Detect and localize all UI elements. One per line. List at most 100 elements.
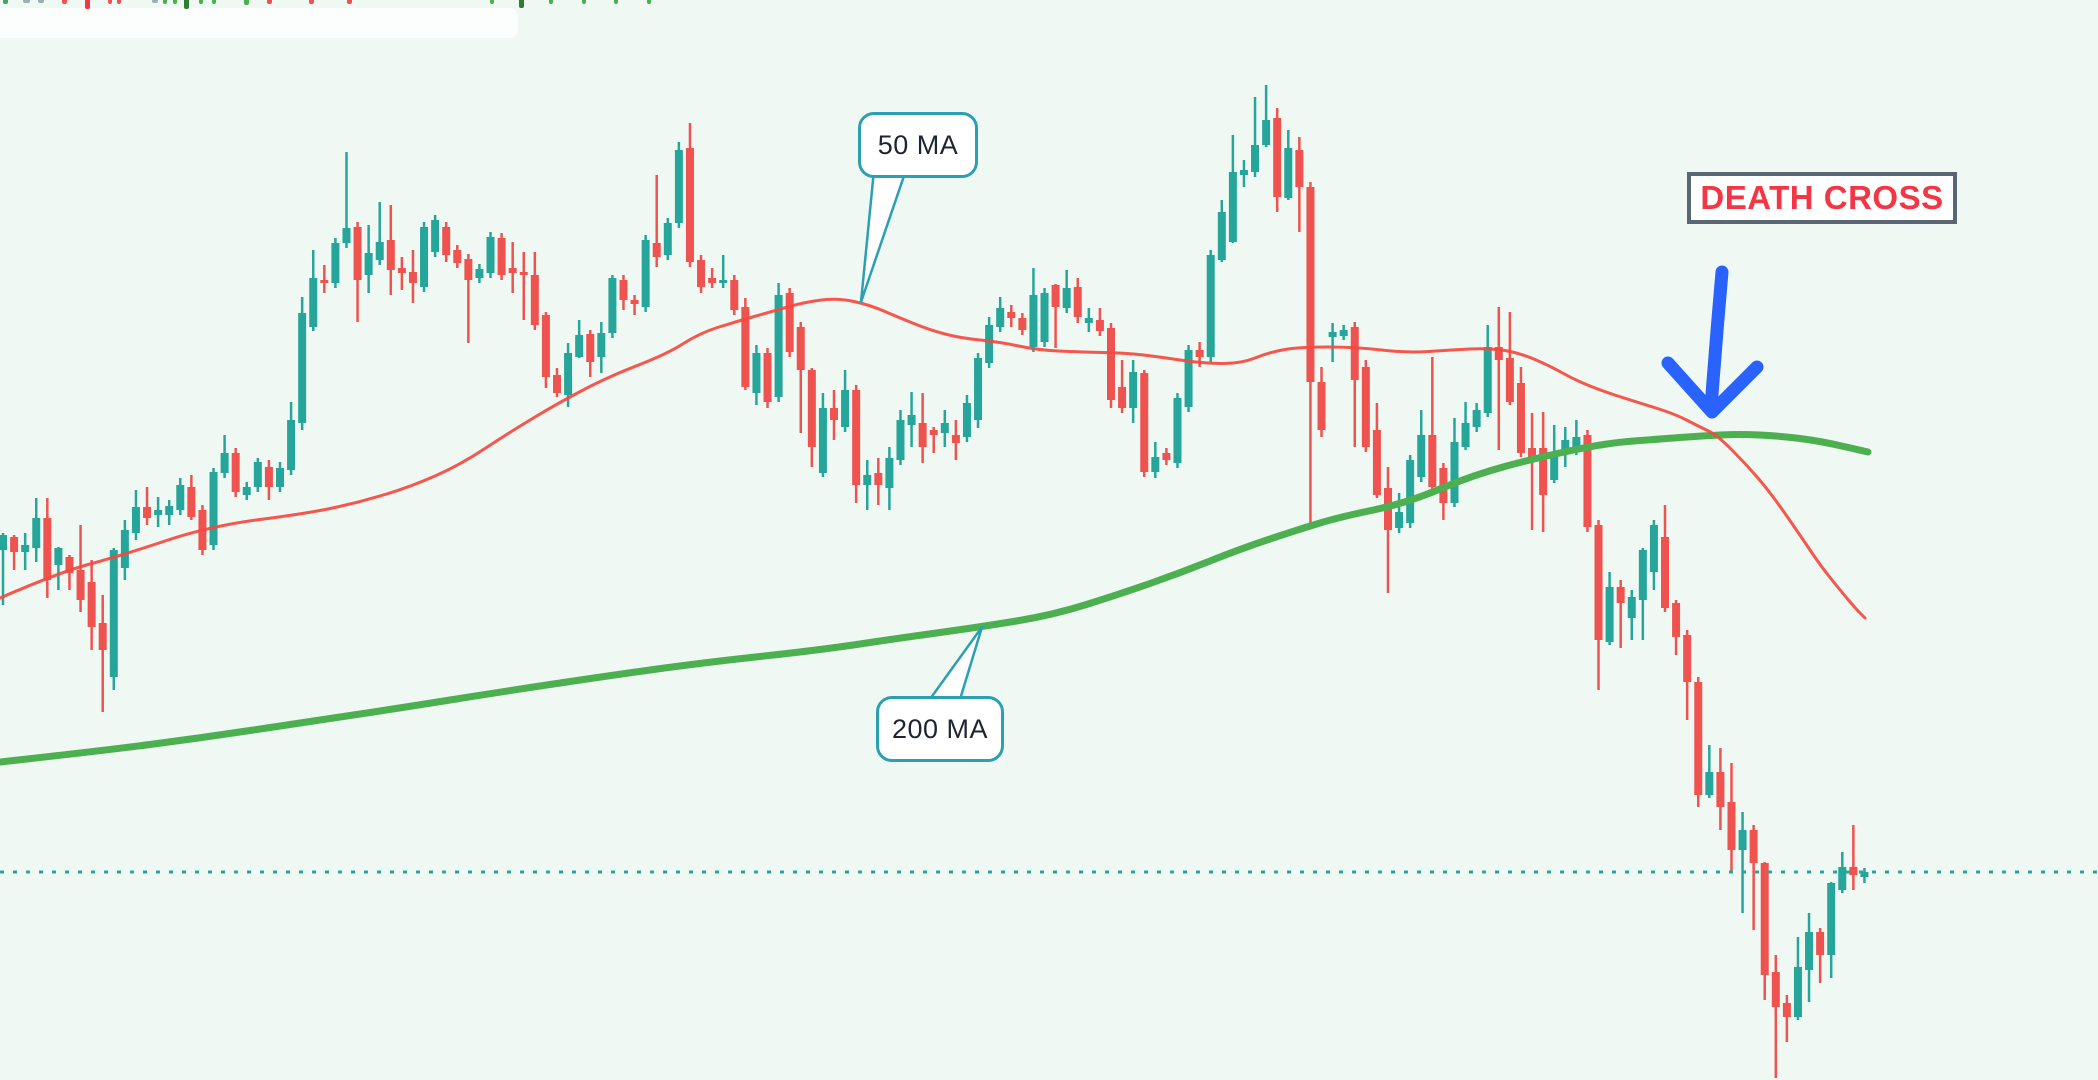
candle[interactable] <box>143 487 152 525</box>
candle[interactable] <box>1461 402 1470 450</box>
candle[interactable] <box>1184 345 1193 412</box>
candle[interactable] <box>1450 418 1459 507</box>
candle[interactable] <box>940 410 949 447</box>
candle[interactable] <box>43 498 52 598</box>
candle[interactable] <box>796 322 805 433</box>
candle[interactable] <box>1062 270 1071 313</box>
candle[interactable] <box>1749 825 1758 930</box>
candle[interactable] <box>974 353 983 428</box>
candle[interactable] <box>320 265 329 293</box>
candle[interactable] <box>1151 442 1160 478</box>
candle[interactable] <box>619 275 628 310</box>
death-cross-arrow-shaft[interactable] <box>1704 265 1729 415</box>
candle[interactable] <box>220 435 229 478</box>
candle[interactable] <box>763 348 772 408</box>
candle[interactable] <box>1605 572 1614 645</box>
candle[interactable] <box>1007 305 1016 327</box>
candle[interactable] <box>962 395 971 442</box>
candle[interactable] <box>342 152 351 248</box>
candle[interactable] <box>1295 137 1304 232</box>
candle[interactable] <box>697 255 706 293</box>
candle[interactable] <box>453 245 462 268</box>
candle[interactable] <box>530 252 539 330</box>
ma50-line[interactable] <box>0 297 1867 620</box>
candle[interactable] <box>253 458 262 492</box>
candle[interactable] <box>508 242 517 293</box>
candle[interactable] <box>1328 323 1337 362</box>
candle[interactable] <box>553 368 561 397</box>
candle[interactable] <box>1849 825 1858 890</box>
candle[interactable] <box>264 460 273 500</box>
candle[interactable] <box>21 533 30 570</box>
candle[interactable] <box>1084 308 1093 332</box>
candle[interactable] <box>1306 182 1315 523</box>
candle[interactable] <box>1561 427 1570 467</box>
candle[interactable] <box>276 462 284 492</box>
candle[interactable] <box>98 595 107 712</box>
candle[interactable] <box>1251 97 1260 177</box>
candle[interactable] <box>918 393 927 463</box>
ma200-line[interactable] <box>0 431 1872 766</box>
candle[interactable] <box>364 225 373 293</box>
candle[interactable] <box>1771 955 1780 1078</box>
candle[interactable] <box>1262 85 1271 147</box>
candle[interactable] <box>685 123 694 267</box>
candle[interactable] <box>1107 323 1115 408</box>
candle[interactable] <box>353 222 362 322</box>
candle[interactable] <box>32 498 41 562</box>
candle[interactable] <box>1528 413 1537 530</box>
candle[interactable] <box>1716 748 1725 830</box>
candle[interactable] <box>1594 520 1603 690</box>
candle[interactable] <box>1228 135 1237 243</box>
candle[interactable] <box>298 297 307 430</box>
candle[interactable] <box>841 370 850 432</box>
candle[interactable] <box>1616 580 1625 648</box>
candle[interactable] <box>1472 403 1481 432</box>
candle[interactable] <box>1162 448 1171 465</box>
ma200-callout[interactable]: 200 MA <box>876 696 1004 762</box>
candle[interactable] <box>541 312 550 388</box>
candle[interactable] <box>420 222 429 292</box>
candle[interactable] <box>1793 937 1802 1020</box>
candle[interactable] <box>852 385 861 503</box>
candle[interactable] <box>464 254 473 343</box>
candle[interactable] <box>830 390 838 440</box>
candle[interactable] <box>497 233 506 280</box>
candle[interactable] <box>730 275 739 315</box>
candle[interactable] <box>1782 995 1791 1042</box>
candle[interactable] <box>1516 367 1525 457</box>
candle[interactable] <box>1406 455 1415 528</box>
candle[interactable] <box>885 447 894 510</box>
candle[interactable] <box>1339 325 1348 340</box>
candle[interactable] <box>608 275 617 338</box>
candle[interactable] <box>929 427 938 453</box>
candle[interactable] <box>1505 312 1514 405</box>
candle[interactable] <box>131 490 140 540</box>
candle[interactable] <box>442 222 451 262</box>
candle[interactable] <box>1350 322 1359 447</box>
candle[interactable] <box>87 560 96 650</box>
candle[interactable] <box>1206 250 1215 362</box>
candle[interactable] <box>1372 403 1381 498</box>
candle[interactable] <box>708 268 717 288</box>
candle[interactable] <box>375 202 384 265</box>
candle[interactable] <box>1073 278 1082 323</box>
candle[interactable] <box>109 548 118 690</box>
candle[interactable] <box>1661 505 1669 612</box>
candle[interactable] <box>1760 862 1769 1000</box>
candle[interactable] <box>1140 370 1149 477</box>
candle[interactable] <box>1239 160 1248 187</box>
candle[interactable] <box>1494 307 1503 450</box>
candle[interactable] <box>741 298 750 390</box>
candle[interactable] <box>1284 130 1293 200</box>
candle[interactable] <box>1627 590 1636 640</box>
candle[interactable] <box>785 288 794 357</box>
candle[interactable] <box>863 460 872 510</box>
candle[interactable] <box>331 238 340 288</box>
candle[interactable] <box>165 500 174 525</box>
candle[interactable] <box>1129 360 1138 423</box>
candle[interactable] <box>386 205 395 295</box>
candle[interactable] <box>1040 288 1049 347</box>
candle[interactable] <box>1816 928 1825 983</box>
candle[interactable] <box>719 255 728 288</box>
